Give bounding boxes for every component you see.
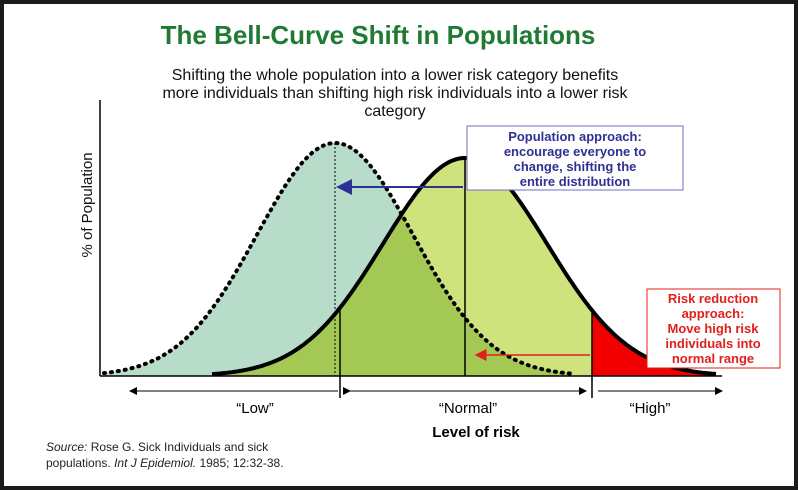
callout-text: Risk reduction [668,291,758,306]
callout-text: individuals into [665,336,760,351]
callout-text: change, shifting the [514,159,637,174]
population-callout [466,125,684,191]
region-label: “High” [630,400,671,417]
callout-text: Move high risk [667,321,759,336]
callout-text: normal range [672,351,754,366]
x-axis-label: Level of risk [432,424,520,441]
source: Source: Rose G. Sick Individuals and sic… [46,440,269,454]
subtitle: Shifting the whole population into a low… [172,67,618,84]
curves [102,141,717,377]
source-journal: Int J Epidemiol. [114,456,196,470]
source-text: populations. [46,456,111,470]
subtitle: category [364,103,425,120]
title: The Bell-Curve Shift in Populations [161,20,596,50]
region-label: “Low” [236,400,274,417]
source: populations. Int J Epidemiol. 1985; 12:3… [46,456,284,470]
source-text: Rose G. Sick Individuals and sick [91,440,269,454]
callout-text: approach: [682,306,745,321]
high-risk-area [592,310,716,376]
callout-text: encourage everyone to [504,144,646,159]
source-label: Source: [46,440,87,454]
subtitle: more individuals than shifting high risk… [162,85,628,102]
callout-text: entire distribution [520,174,631,189]
risk-callout [646,288,781,369]
source-text: 1985; 12:32-38. [199,456,283,470]
shifted-curve [102,141,572,376]
region-label: “Normal” [439,400,497,417]
callout-text: Population approach: [508,129,642,144]
current-curve [211,156,717,377]
y-axis-label: % of Population [79,152,96,257]
